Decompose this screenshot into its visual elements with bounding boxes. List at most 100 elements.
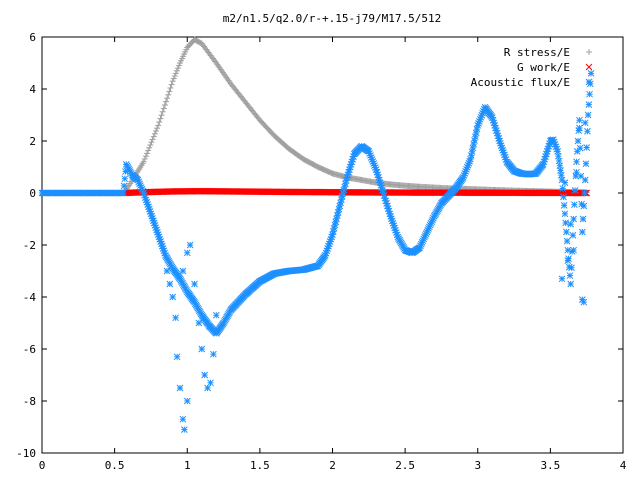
data-point	[165, 91, 172, 98]
data-point	[142, 153, 149, 160]
data-point	[171, 73, 178, 79]
data-point	[186, 241, 194, 249]
data-point	[172, 314, 179, 322]
series-layer	[38, 36, 595, 433]
data-point	[173, 353, 181, 361]
data-point	[166, 280, 174, 288]
data-point	[561, 210, 569, 218]
data-point	[150, 133, 157, 140]
data-point	[566, 272, 574, 279]
y-axis: 6 4 2 0 -2 -4 -6 -8 -10	[16, 31, 623, 460]
data-point	[179, 267, 187, 275]
series-star	[38, 70, 595, 433]
data-point	[210, 350, 217, 358]
data-point	[576, 124, 583, 132]
data-point	[583, 144, 591, 151]
data-point	[198, 345, 206, 353]
data-point	[157, 115, 164, 122]
data-point	[564, 246, 572, 254]
x-tick-label: 1.5	[250, 459, 270, 472]
data-point	[562, 219, 569, 227]
data-point	[212, 311, 220, 319]
y-tick-label: -8	[23, 395, 36, 408]
data-point	[166, 88, 173, 95]
data-point	[587, 70, 595, 77]
legend-label: G work/E	[517, 61, 570, 74]
x-tick-label: 4	[620, 459, 627, 472]
x-tick-label: 0	[39, 459, 46, 472]
x-tick-label: 0.5	[105, 459, 125, 472]
data-point	[121, 175, 129, 183]
data-point	[144, 150, 151, 157]
data-point	[163, 98, 170, 105]
data-point	[201, 371, 209, 379]
data-point	[584, 111, 592, 119]
data-point	[586, 90, 593, 98]
data-point	[561, 179, 569, 186]
data-point	[581, 189, 588, 197]
data-point	[147, 142, 154, 148]
data-point	[570, 201, 578, 209]
data-point	[151, 130, 158, 137]
y-tick-label: -6	[23, 343, 36, 356]
data-point	[169, 78, 176, 85]
data-point	[560, 193, 567, 201]
data-point	[141, 156, 148, 162]
data-point	[156, 119, 163, 125]
data-point	[195, 319, 203, 327]
data-point	[146, 144, 153, 151]
data-point	[576, 116, 583, 124]
data-point	[571, 187, 579, 194]
data-point	[158, 112, 165, 119]
chart-title: m2/n1.5/q2.0/r-+.15-j79/M17.5/512	[223, 12, 442, 25]
data-point	[155, 122, 162, 129]
data-point	[120, 182, 128, 190]
data-point	[573, 168, 580, 176]
legend-label: R stress/E	[504, 46, 570, 59]
data-point	[149, 136, 156, 143]
data-point	[570, 215, 577, 223]
legend-marker	[585, 63, 593, 71]
data-point	[183, 397, 191, 405]
data-point	[175, 62, 182, 69]
y-tick-label: -10	[16, 447, 36, 460]
data-point	[581, 119, 589, 127]
data-point	[168, 81, 175, 88]
x-tick-label: 1	[184, 459, 191, 472]
data-point	[568, 264, 575, 272]
data-point	[183, 249, 191, 257]
x-axis: 0 0.5 1 1.5 2 2.5 3 3.5 4	[39, 37, 627, 472]
x-tick-label: 2	[329, 459, 336, 472]
data-point	[562, 228, 570, 236]
plot-frame	[41, 36, 624, 454]
legend: R stress/E G work/E Acoustic flux/E	[471, 46, 593, 89]
data-point	[180, 426, 188, 433]
data-point	[573, 158, 580, 166]
data-point	[582, 160, 590, 168]
data-point	[467, 152, 475, 159]
data-point	[173, 67, 180, 74]
data-point	[580, 298, 588, 306]
data-point	[576, 144, 584, 152]
x-tick-label: 3	[474, 459, 481, 472]
data-point	[585, 101, 593, 108]
series-plus	[120, 36, 590, 196]
data-point	[564, 257, 572, 264]
data-point	[567, 220, 575, 228]
data-point	[560, 201, 568, 209]
data-point	[167, 85, 174, 91]
data-point	[119, 189, 127, 197]
data-point	[154, 125, 161, 132]
data-point	[204, 384, 211, 392]
data-point	[170, 75, 177, 82]
data-point	[160, 105, 167, 112]
data-point	[164, 95, 171, 102]
data-point	[148, 139, 155, 146]
data-point	[570, 246, 577, 254]
y-tick-label: -4	[23, 291, 37, 304]
data-point	[559, 185, 567, 192]
data-point	[574, 137, 582, 145]
x-tick-label: 2.5	[395, 459, 415, 472]
y-tick-label: -2	[23, 239, 36, 252]
